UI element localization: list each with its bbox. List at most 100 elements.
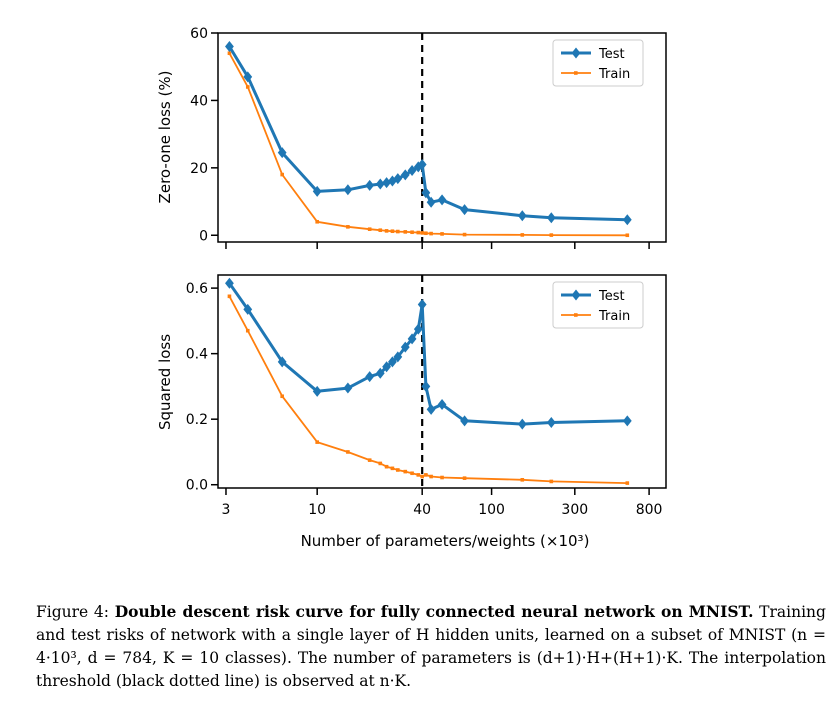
bottom-test-point — [407, 333, 417, 345]
bottom-train-point — [416, 473, 421, 477]
bottom-ytick-label: 0.2 — [186, 412, 208, 428]
zero-one-loss-panel: Zero-one loss (%) 0 20 40 60 Test Train — [156, 26, 667, 249]
top-test-point — [393, 173, 403, 185]
top-train-point — [520, 233, 525, 237]
top-test-point — [225, 40, 234, 52]
bottom-ytick-label: 0.4 — [186, 347, 208, 363]
bottom-test-point — [517, 418, 527, 430]
bottom-plot-frame — [217, 274, 667, 489]
bottom-test-point — [426, 403, 436, 415]
bottom-train-point — [429, 474, 433, 479]
bottom-test-point — [460, 415, 469, 427]
top-train-point — [280, 172, 284, 177]
top-ytick-label: 0 — [199, 228, 208, 244]
top-test-point — [375, 178, 385, 190]
bottom-train-point — [367, 458, 372, 462]
top-legend: Test Train — [552, 39, 644, 87]
bottom-xtick-label: 100 — [478, 502, 505, 518]
top-test-point — [517, 210, 527, 222]
bottom-train-point — [549, 479, 554, 484]
double-descent-figure: Zero-one loss (%) 0 20 40 60 Test Train Squa… — [156, 26, 667, 550]
bottom-train-point — [384, 464, 389, 469]
top-test-point — [388, 175, 397, 187]
bottom-train-point — [396, 468, 400, 472]
top-test-point — [365, 179, 375, 191]
top-train-point — [549, 233, 554, 237]
top-ytick-label: 60 — [190, 26, 208, 42]
bottom-legend-label: Train — [598, 309, 630, 324]
bottom-train-point — [520, 478, 525, 482]
bottom-test-point — [382, 361, 391, 373]
bottom-legend-marker — [571, 289, 581, 301]
bottom-xtick-label: 40 — [413, 502, 431, 518]
top-test-point — [243, 71, 253, 83]
top-test-point — [426, 196, 436, 208]
bottom-test-point — [312, 385, 322, 397]
bottom-test-point — [417, 298, 427, 310]
bottom-ytick-label: 0.0 — [186, 478, 208, 494]
figure-caption: Figure 4: Double descent risk curve for … — [36, 600, 826, 693]
bottom-legend-marker — [574, 313, 578, 317]
top-test-point — [421, 187, 431, 199]
top-test-point — [460, 204, 469, 216]
bottom-test-point — [413, 323, 423, 335]
top-train-point — [424, 231, 428, 236]
top-test-point — [437, 194, 447, 206]
top-test-point — [400, 169, 410, 181]
bottom-train-point — [440, 475, 444, 480]
top-test-point — [417, 158, 427, 170]
bottom-test-point — [437, 398, 447, 410]
top-test-point — [382, 177, 391, 189]
top-train-point — [390, 229, 395, 234]
top-train-point — [416, 230, 421, 235]
top-train-point — [429, 231, 433, 236]
top-plot-frame — [217, 32, 667, 243]
top-test-point — [343, 184, 353, 196]
bottom-train-point — [245, 328, 250, 333]
bottom-train-point — [346, 450, 350, 454]
caption-text: Training and test risks of network with … — [36, 603, 826, 690]
top-ytick-label: 40 — [190, 93, 208, 109]
bottom-ytick-label: 0.6 — [186, 281, 208, 297]
bottom-train-point — [462, 476, 467, 480]
top-train-point — [227, 51, 232, 56]
bottom-train-point — [378, 461, 383, 466]
top-train-point — [625, 233, 630, 238]
bottom-test-point — [365, 371, 375, 383]
top-test-point — [546, 212, 556, 224]
bottom-test-point — [388, 356, 397, 368]
top-train-point — [245, 85, 250, 89]
x-axis-label: Number of parameters/weights (×10³) — [301, 532, 590, 550]
top-train-point — [378, 228, 383, 233]
bottom-ylabel: Squared loss — [156, 334, 174, 430]
bottom-train-point — [280, 394, 284, 399]
bottom-train-point — [625, 481, 630, 485]
bottom-test-point — [546, 416, 556, 428]
top-test-point — [277, 147, 287, 159]
bottom-test-point — [225, 277, 234, 289]
bottom-xtick-label: 10 — [308, 502, 326, 518]
top-train-point — [403, 230, 408, 234]
bottom-legend-label: Test — [598, 289, 625, 304]
bottom-test-point — [277, 356, 287, 368]
bottom-train-point — [227, 294, 232, 299]
top-train-point — [396, 229, 400, 234]
top-legend-label: Train — [598, 67, 630, 82]
top-ytick-label: 20 — [190, 161, 208, 177]
top-legend-marker — [574, 71, 578, 75]
bottom-train-point — [403, 469, 408, 474]
top-legend-marker — [571, 47, 581, 59]
squared-loss-panel: Squared loss 0.00.20.40.63 10 40 100 300 800 … — [156, 274, 667, 518]
bottom-xtick-label: 800 — [636, 502, 663, 518]
bottom-train-point — [424, 473, 428, 477]
top-train-point — [410, 230, 414, 235]
bottom-legend: Test Train — [552, 281, 644, 329]
bottom-test-point — [421, 380, 431, 392]
top-legend-label: Test — [598, 47, 625, 62]
bottom-test-point — [400, 341, 410, 353]
top-test-point — [622, 214, 632, 226]
bottom-test-point — [243, 303, 253, 315]
top-train-point — [346, 225, 350, 229]
bottom-test-point — [375, 367, 385, 379]
bottom-train-point — [315, 440, 319, 444]
